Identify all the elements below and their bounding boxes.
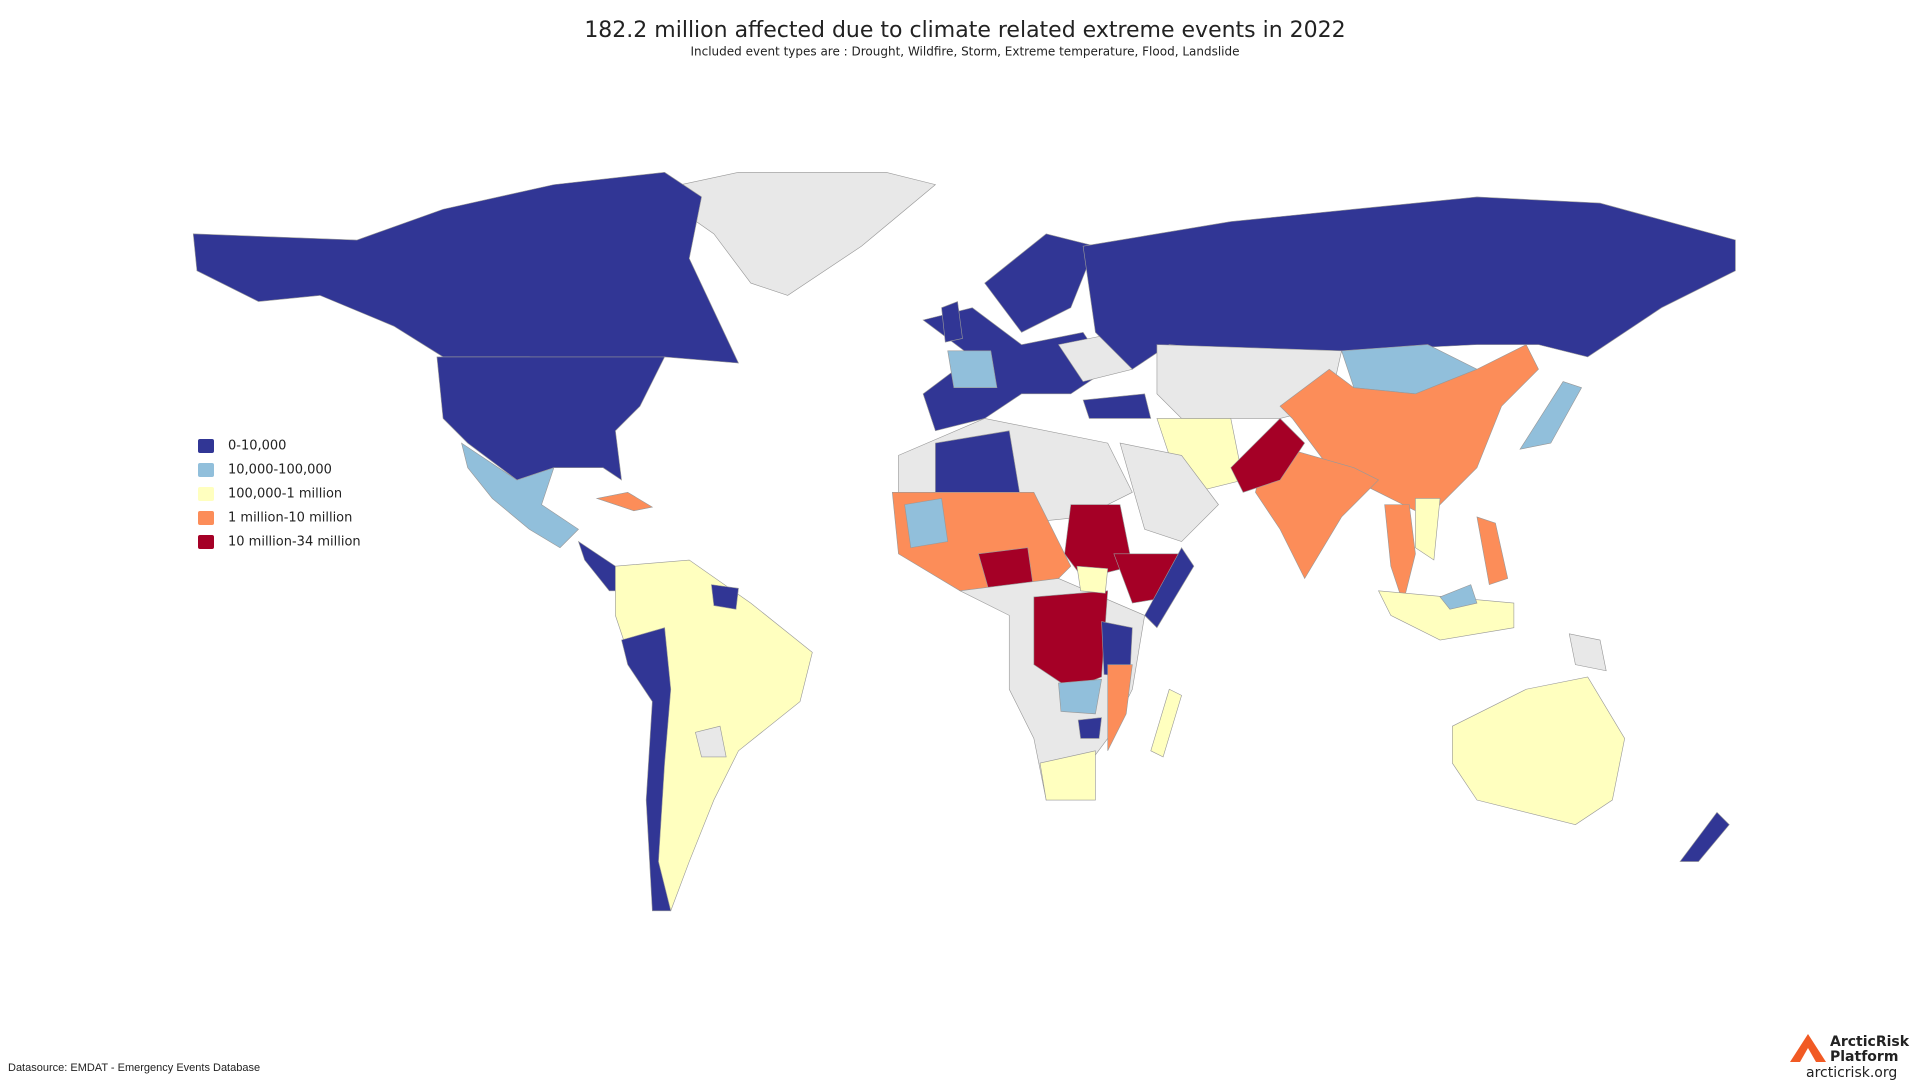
logo-name: ArcticRisk <box>1830 1034 1910 1050</box>
country-region <box>1076 565 1109 594</box>
country-region <box>1107 664 1133 751</box>
logo: ArcticRisk Platform arcticrisk.org <box>1790 1034 1910 1080</box>
logo-url: arcticrisk.org <box>1806 1065 1897 1080</box>
country-region <box>922 307 1109 432</box>
legend-label: 1 million-10 million <box>228 511 352 526</box>
country-region <box>1568 633 1607 672</box>
country-region <box>1058 679 1102 715</box>
country-region <box>1384 504 1416 605</box>
country-region <box>941 301 963 343</box>
legend-label: 10,000-100,000 <box>228 463 332 478</box>
legend-label: 0-10,000 <box>228 439 286 454</box>
logo-name: Platform <box>1830 1049 1898 1065</box>
country-region <box>1039 750 1096 801</box>
country-region <box>1082 196 1736 370</box>
country-region <box>595 491 654 512</box>
country-region <box>695 725 727 758</box>
country-region <box>1156 418 1244 493</box>
country-region <box>984 233 1096 333</box>
country-region <box>1377 590 1515 641</box>
legend-swatch <box>198 487 214 501</box>
country-region <box>461 442 579 549</box>
country-region <box>1679 811 1730 862</box>
country-region <box>192 171 739 382</box>
world-map <box>192 171 1736 912</box>
country-region <box>904 498 949 549</box>
legend-swatch <box>198 439 214 453</box>
country-region <box>1230 418 1306 493</box>
legend-label: 100,000-1 million <box>228 487 342 502</box>
country-region <box>436 356 666 481</box>
country-region <box>621 627 672 912</box>
country-region <box>1519 381 1583 450</box>
country-region <box>651 172 937 296</box>
country-region <box>1255 442 1380 580</box>
country-region <box>1077 717 1102 739</box>
legend-swatch <box>198 463 214 477</box>
country-region <box>1415 498 1441 561</box>
logo-icon-inner <box>1800 1048 1816 1062</box>
title: 182.2 million affected due to climate re… <box>584 18 1345 43</box>
country-region <box>1144 547 1195 629</box>
country-region <box>1476 516 1509 586</box>
legend-swatch <box>198 535 214 549</box>
legend-swatch <box>198 511 214 525</box>
data-source: Datasource: EMDAT - Emergency Events Dat… <box>8 1062 260 1074</box>
legend-label: 10 million-34 million <box>228 535 361 550</box>
country-region <box>711 584 739 610</box>
country-region <box>1082 393 1152 419</box>
country-region <box>947 350 998 389</box>
country-region <box>1439 584 1478 610</box>
legend: 0-10,000 10,000-100,000 100,000-1 million 1… <box>198 439 361 550</box>
country-region <box>1150 688 1182 758</box>
country-region <box>1452 676 1625 825</box>
country-region <box>1119 442 1219 542</box>
country-region <box>1064 504 1133 579</box>
subtitle: Included event types are : Drought, Wild… <box>690 45 1239 59</box>
